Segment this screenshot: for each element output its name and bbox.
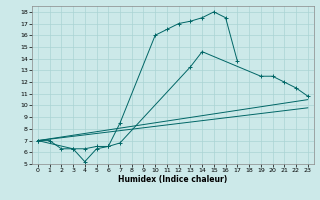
X-axis label: Humidex (Indice chaleur): Humidex (Indice chaleur)	[118, 175, 228, 184]
